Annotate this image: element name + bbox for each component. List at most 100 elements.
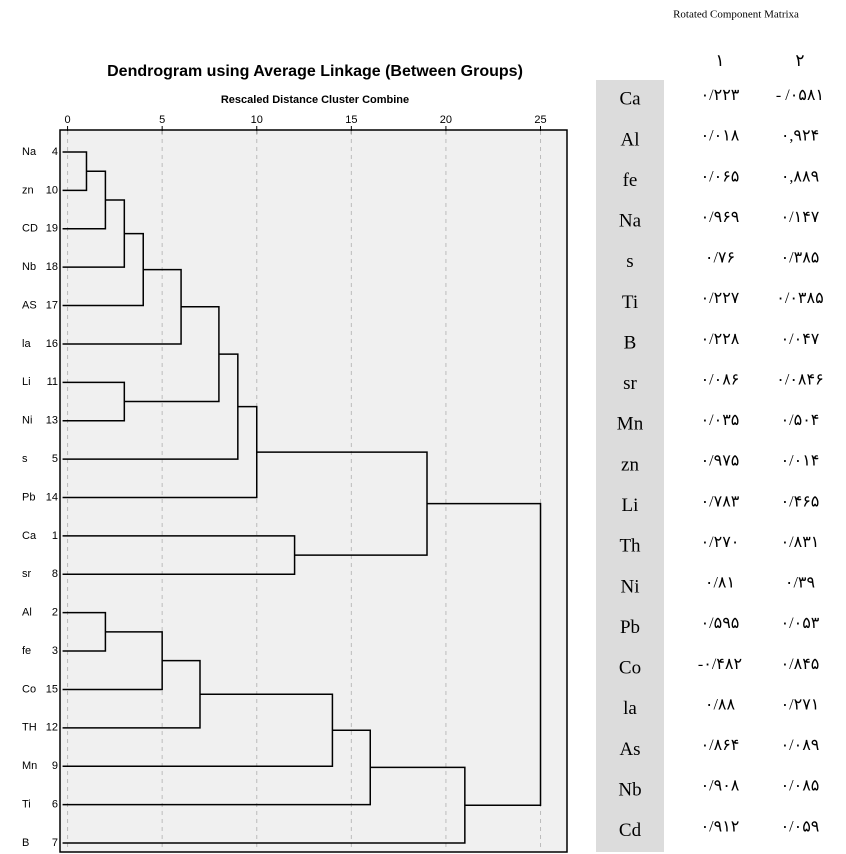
table-cell: ۰/۰۳۸۵ <box>776 290 823 307</box>
table-cell: ۰/۹۷۵ <box>701 453 740 470</box>
leaf-id: 11 <box>47 376 58 388</box>
dendrogram-link <box>256 451 428 556</box>
table-title: Rotated Component Matrixa <box>673 9 799 21</box>
table-cell: ۰/۰۸۵ <box>781 778 820 795</box>
leaf-id: 8 <box>52 568 58 580</box>
table-cell: ۰/۳۹ <box>785 575 815 592</box>
row-header: Pb <box>620 617 640 638</box>
leaf-label: Li <box>22 376 31 388</box>
row-header: Ni <box>621 576 640 597</box>
table-cell: ۰/۰۵۳ <box>781 615 820 632</box>
table-cell: ۰/۸۶۴ <box>701 737 740 754</box>
dendrogram-link <box>62 766 466 844</box>
table-cell: ۰/۰۸۶ <box>701 371 740 388</box>
table-cell: ۰/۰۱۸ <box>701 128 740 145</box>
row-header: Nb <box>618 779 641 800</box>
table-cell: ۰/۳۸۵ <box>781 250 820 267</box>
table-cell: ۰/۰۶۵ <box>701 168 740 185</box>
row-header: Ti <box>622 292 638 313</box>
table-cell: ۰/۲۷۰ <box>701 534 740 551</box>
table-cell: ۰/۴۶۵ <box>781 493 820 510</box>
row-header: Mn <box>617 414 644 435</box>
table-cell: ۰/۰۴۷ <box>781 331 820 348</box>
leaf-id: 10 <box>46 184 58 196</box>
leaf-label: Al <box>22 607 32 619</box>
row-header: Na <box>619 211 642 232</box>
row-header: Ca <box>619 89 641 110</box>
leaf-label: Ca <box>22 530 37 542</box>
column-header: ۲ <box>795 51 804 70</box>
leaf-id: 12 <box>46 722 58 734</box>
table-cell: -۰/۴۸۲ <box>698 656 742 673</box>
table-cell: ۰/۰۵۹ <box>781 818 820 835</box>
row-header: Co <box>619 658 641 679</box>
dendrogram-link <box>427 502 542 806</box>
row-header: Al <box>621 129 640 150</box>
leaf-id: 2 <box>52 607 58 619</box>
row-header: fe <box>623 170 638 191</box>
table-cell: ۰/۹۶۹ <box>701 209 740 226</box>
leaf-label: la <box>22 338 31 350</box>
leaf-id: 17 <box>46 299 58 311</box>
row-header: B <box>624 332 637 353</box>
table-cell: ۰/۰۳۵ <box>701 412 740 429</box>
x-tick-label: 25 <box>534 114 546 126</box>
leaf-label: Ni <box>22 415 32 427</box>
chart-subtitle: Rescaled Distance Cluster Combine <box>221 94 409 106</box>
table-cell: - /۰۵۸۱ <box>776 87 824 104</box>
table-cell: ۰/۸۸ <box>705 696 736 713</box>
table-cell: ۰/۰۱۴ <box>781 453 820 470</box>
leaf-id: 7 <box>52 837 58 849</box>
chart-title: Dendrogram using Average Linkage (Betwee… <box>107 63 523 80</box>
row-header: As <box>619 739 640 760</box>
leaf-id: 16 <box>46 338 58 350</box>
leaf-id: 9 <box>52 760 58 772</box>
leaf-id: 14 <box>46 491 58 503</box>
leaf-id: 13 <box>46 415 58 427</box>
x-tick-label: 20 <box>440 114 452 126</box>
table-cell: ۰/۷۶ <box>705 250 735 267</box>
dendrogram-link <box>62 535 296 576</box>
table-cell: ۰,۹۲۴ <box>781 128 819 145</box>
leaf-label: Ti <box>22 799 31 811</box>
row-header-band <box>596 80 664 852</box>
table-cell: ۰/۲۲۷ <box>701 290 740 307</box>
table-cell: ۰,۸۸۹ <box>781 168 819 185</box>
leaf-id: 6 <box>52 799 58 811</box>
row-header: Th <box>619 536 641 557</box>
table-cell: ۰/۱۴۷ <box>781 209 820 226</box>
table-cell: ۰/۲۲۳ <box>701 87 740 104</box>
dendrogram-link <box>62 353 239 460</box>
table-cell: ۰/۸۳۱ <box>781 534 820 551</box>
leaf-label: s <box>22 453 28 465</box>
leaf-id: 4 <box>52 146 58 158</box>
row-header: s <box>626 251 633 272</box>
dendrogram-link <box>62 405 258 499</box>
dendrogram-link <box>124 306 220 403</box>
table-cell: ۰/۲۲۸ <box>701 331 740 348</box>
row-header: Li <box>622 495 639 516</box>
leaf-id: 5 <box>52 453 58 465</box>
leaf-id: 15 <box>46 683 58 695</box>
leaf-id: 1 <box>52 530 58 542</box>
table-cell: ۰/۹۰۸ <box>701 778 740 795</box>
leaf-label: Mn <box>22 760 37 772</box>
leaf-label: Pb <box>22 491 35 503</box>
row-header: sr <box>623 373 637 394</box>
leaf-label: zn <box>22 184 34 196</box>
table-cell: ۰/۵۹۵ <box>701 615 740 632</box>
row-header: zn <box>621 454 639 475</box>
leaf-label: AS <box>22 299 37 311</box>
table-cell: ۰/۹۱۲ <box>701 818 740 835</box>
x-tick-label: 0 <box>65 114 71 126</box>
table-cell: ۰/۵۰۴ <box>781 412 820 429</box>
table-cell: ۰/۸۱ <box>705 575 735 592</box>
leaf-label: B <box>22 837 29 849</box>
plot-frame <box>59 129 568 853</box>
leaf-label: Nb <box>22 261 36 273</box>
x-tick-label: 15 <box>345 114 357 126</box>
x-tick-label: 5 <box>159 114 165 126</box>
leaf-label: sr <box>22 568 32 580</box>
